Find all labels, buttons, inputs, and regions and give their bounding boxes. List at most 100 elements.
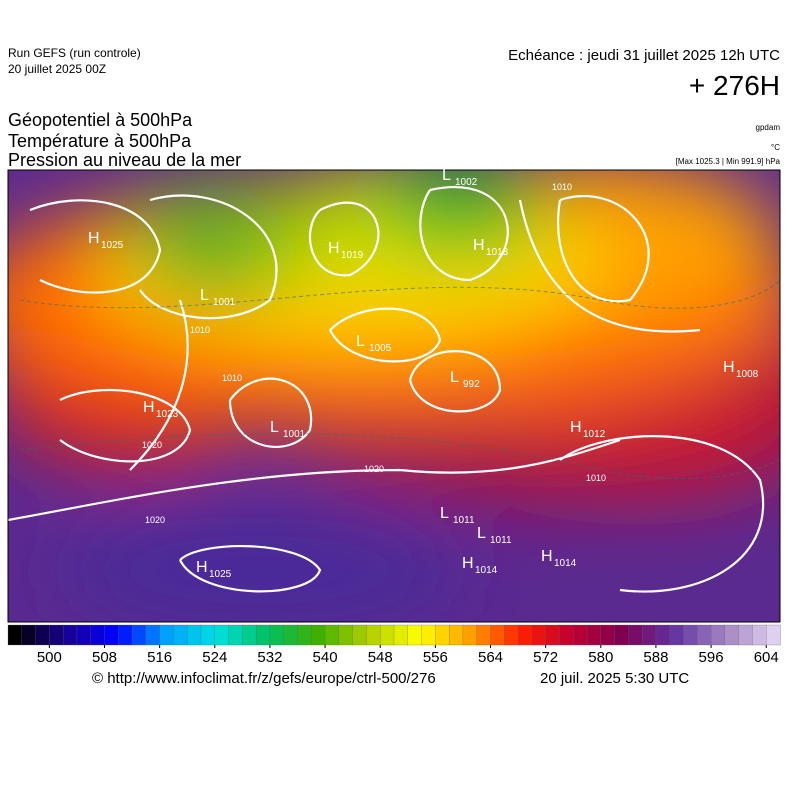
map-frame <box>7 169 781 623</box>
colorbar-swatch <box>269 624 285 646</box>
isobar-label: 1020 <box>145 515 165 525</box>
colorbar-swatch <box>476 624 492 646</box>
center-value: 1001 <box>213 297 236 308</box>
map <box>8 170 780 622</box>
colorbar-swatch <box>614 624 630 646</box>
colorbar-swatch <box>421 624 437 646</box>
colorbar-swatch <box>573 624 588 646</box>
center-letter: L <box>200 287 209 304</box>
center-value: 1005 <box>369 343 392 354</box>
colorbar-swatch <box>62 624 78 646</box>
center-value: 992 <box>463 379 480 390</box>
center-letter: H <box>328 240 340 257</box>
colorbar-swatch <box>200 624 216 646</box>
center-value: 1019 <box>341 250 364 261</box>
colorbar-swatch <box>7 624 23 646</box>
center-value: 1002 <box>455 177 478 188</box>
center-letter: L <box>477 525 486 542</box>
center-value: 1001 <box>283 429 306 440</box>
layer: Pression au niveau de la mer <box>8 150 241 170</box>
colorbar-swatch <box>517 624 533 646</box>
isobar-label: 1020 <box>364 464 384 474</box>
center-value: 1014 <box>554 558 577 569</box>
colorbar-swatch <box>324 624 340 646</box>
source-url: © http://www.infoclimat.fr/z/gefs/europe… <box>92 670 436 687</box>
colorbar-tick-label: 580 <box>588 649 613 666</box>
colorbar-swatch <box>545 624 561 646</box>
center-value: 1012 <box>583 429 606 440</box>
colorbar-swatch <box>559 624 574 646</box>
isobar-label: 1010 <box>222 373 242 383</box>
colorbar-tick-label: 532 <box>257 649 282 666</box>
center-letter: H <box>473 237 485 254</box>
center-letter: H <box>196 559 208 576</box>
colorbar-tick-label: 540 <box>313 649 338 666</box>
lead-time: + 276H <box>689 70 780 101</box>
colorbar-tick-label: 556 <box>423 649 448 666</box>
colorbar-swatch <box>338 624 354 646</box>
center-letter: L <box>270 419 279 436</box>
unit: °C <box>771 143 780 152</box>
timestamp: 20 juil. 2025 5:30 UTC <box>540 670 689 687</box>
colorbar-tick-label: 596 <box>699 649 724 666</box>
isobar-label: 1010 <box>552 182 572 192</box>
layer: Géopotentiel à 500hPa <box>8 110 193 130</box>
colorbar-swatch <box>407 624 423 646</box>
colorbar-swatch <box>255 624 271 646</box>
colorbar-swatch <box>187 624 202 646</box>
colorbar-tick-label: 516 <box>147 649 172 666</box>
center-letter: L <box>356 333 365 350</box>
colorbar-swatch <box>104 624 119 646</box>
colorbar-swatch <box>697 624 712 646</box>
run-date: 20 juillet 2025 00Z <box>8 62 106 76</box>
colorbar-swatch <box>669 624 685 646</box>
colorbar-swatch <box>297 624 312 646</box>
colorbar-swatch <box>21 624 37 646</box>
center-value: 1023 <box>156 409 179 420</box>
colorbar-swatch <box>90 624 106 646</box>
isobar-label: 1010 <box>190 325 210 335</box>
colorbar-swatch <box>435 624 450 646</box>
colorbar-swatch <box>145 624 161 646</box>
colorbar-swatch <box>752 624 767 646</box>
center-letter: H <box>723 359 735 376</box>
colorbar-tick-label: 604 <box>754 649 779 666</box>
center-value: 1025 <box>209 569 232 580</box>
colorbar-swatch <box>283 624 299 646</box>
center-value: 1014 <box>475 565 498 576</box>
colorbar-swatch <box>710 624 726 646</box>
colorbar-swatch <box>738 624 754 646</box>
center-letter: H <box>88 230 100 247</box>
center-letter: H <box>143 399 155 416</box>
run: Run GEFS (run controle) <box>8 46 141 60</box>
center-letter: L <box>450 369 459 386</box>
echeance: Echéance : jeudi 31 juillet 2025 12h UTC <box>508 47 780 64</box>
colorbar-swatch <box>600 624 616 646</box>
colorbar-swatch <box>766 624 781 646</box>
center-letter: L <box>440 505 449 522</box>
layer: Température à 500hPa <box>8 131 192 151</box>
colorbar-swatch <box>76 624 92 646</box>
colorbar-swatch <box>655 624 671 646</box>
colorbar-swatch <box>242 624 257 646</box>
colorbar-swatch <box>683 624 698 646</box>
colorbar-tick-label: 500 <box>37 649 62 666</box>
colorbar-swatch <box>131 624 147 646</box>
isobar-label: 1010 <box>586 473 606 483</box>
center-value: 1011 <box>453 515 475 526</box>
isobar-label: 1020 <box>142 440 162 450</box>
colorbar-swatch <box>380 624 395 646</box>
colorbar-tick-label: 564 <box>478 649 503 666</box>
colorbar-swatch <box>228 624 244 646</box>
colorbar-swatch <box>366 624 381 646</box>
colorbar-swatch <box>641 624 657 646</box>
center-value: 1008 <box>736 369 759 380</box>
unit: gpdam <box>756 123 781 132</box>
colorbar-swatch <box>448 624 464 646</box>
center-value: 1013 <box>486 247 509 258</box>
colorbar-tick-label: 548 <box>368 649 393 666</box>
colorbar-tick-label: 572 <box>533 649 558 666</box>
center-value: 1025 <box>101 240 124 251</box>
colorbar-swatch <box>35 624 51 646</box>
colorbar-swatch <box>311 624 326 646</box>
